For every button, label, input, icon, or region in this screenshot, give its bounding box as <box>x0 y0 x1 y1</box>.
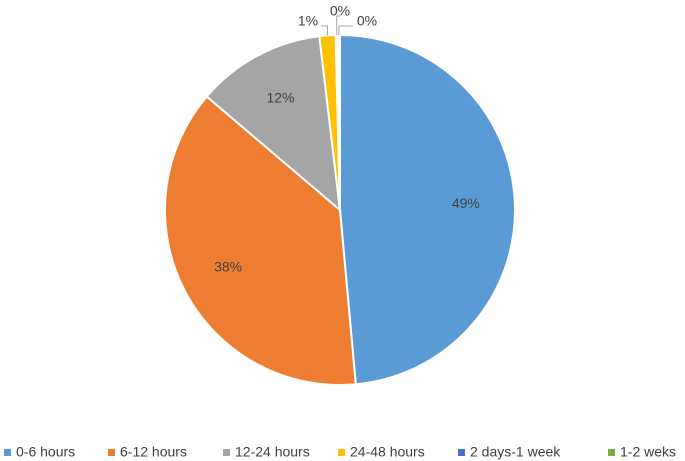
legend: 0-6 hours 6-12 hours 12-24 hours 24-48 hour… <box>4 444 676 460</box>
data-label-24-48-hours: 1% <box>298 13 318 29</box>
data-label-0-6-hours: 49% <box>452 195 480 211</box>
legend-swatch-2-days-1-week <box>458 449 465 456</box>
legend-item-12-24-hours: 12-24 hours <box>223 444 310 460</box>
legend-item-1-2-weks: 1-2 weks <box>608 444 676 460</box>
data-labels: 49% 38% 12% 1% 0% 0% <box>214 3 480 275</box>
legend-item-6-12-hours: 6-12 hours <box>108 444 187 460</box>
legend-item-0-6-hours: 0-6 hours <box>4 444 75 460</box>
pie-slice-0-6-hours <box>339 33 516 386</box>
leader-line-1-2-weks <box>338 25 353 36</box>
leader-line-24-48-hours <box>321 25 328 36</box>
legend-label-6-12-hours: 6-12 hours <box>120 444 187 460</box>
data-label-1-2-weks: 0% <box>357 13 377 29</box>
legend-label-24-48-hours: 24-48 hours <box>350 444 425 460</box>
legend-swatch-24-48-hours <box>338 449 345 456</box>
pie-slice-12-24-hours <box>205 35 342 213</box>
legend-swatch-1-2-weks <box>608 449 615 456</box>
legend-swatch-6-12-hours <box>108 449 115 456</box>
legend-label-12-24-hours: 12-24 hours <box>235 444 310 460</box>
pie-slice-6-12-hours <box>164 95 357 386</box>
data-label-2-days-1-week: 0% <box>330 3 350 19</box>
legend-item-2-days-1-week: 2 days-1 week <box>458 444 561 460</box>
leader-line-2-days-1-week <box>336 15 340 36</box>
legend-label-0-6-hours: 0-6 hours <box>16 444 75 460</box>
data-label-12-24-hours: 12% <box>266 90 294 106</box>
legend-swatch-0-6-hours <box>4 449 11 456</box>
legend-label-2-days-1-week: 2 days-1 week <box>470 444 561 460</box>
legend-label-1-2-weks: 1-2 weks <box>620 444 676 460</box>
legend-item-24-48-hours: 24-48 hours <box>338 444 425 460</box>
pie-slices <box>164 33 516 386</box>
data-label-6-12-hours: 38% <box>214 259 242 275</box>
leader-lines <box>321 15 353 36</box>
pie-slice-1-2-weks <box>336 33 341 211</box>
legend-swatch-12-24-hours <box>223 449 230 456</box>
